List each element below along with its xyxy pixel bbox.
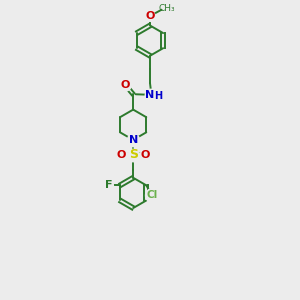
Text: H: H	[154, 91, 162, 101]
Text: O: O	[145, 11, 155, 21]
Text: N: N	[128, 135, 138, 145]
Text: Cl: Cl	[147, 190, 158, 200]
Text: S: S	[129, 148, 138, 161]
Text: O: O	[140, 150, 149, 160]
Text: O: O	[117, 150, 126, 160]
Text: O: O	[121, 80, 130, 90]
Text: F: F	[105, 180, 112, 190]
Text: N: N	[146, 90, 154, 100]
Text: CH₃: CH₃	[158, 4, 175, 13]
